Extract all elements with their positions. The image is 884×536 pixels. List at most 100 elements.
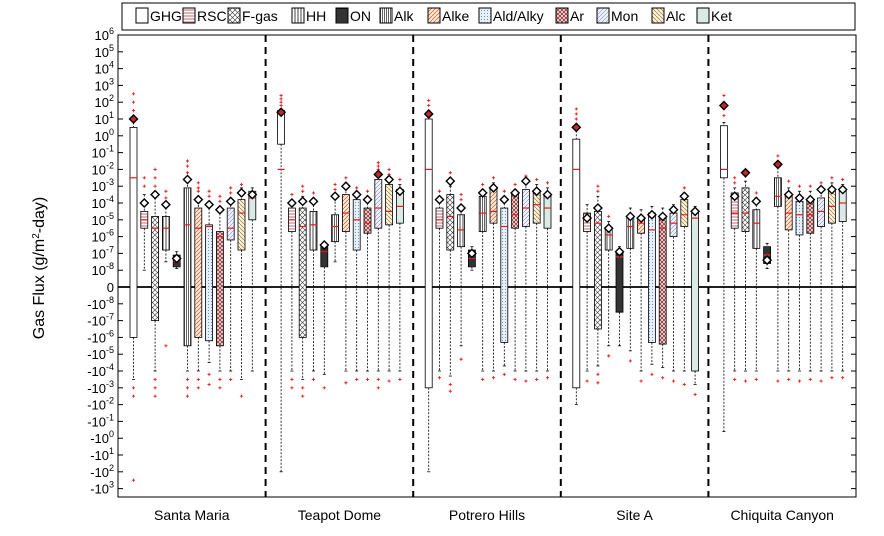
box-ar: [510, 182, 521, 381]
outlier-point: [301, 386, 305, 390]
x-category-label: Santa Maria: [154, 507, 230, 523]
box-ghg: [276, 93, 287, 473]
y-tick-label: -103: [90, 480, 114, 497]
outlier-point: [628, 359, 632, 363]
outlier-point: [808, 377, 812, 381]
box-ald-alky: [499, 189, 510, 376]
mean-marker: [816, 184, 827, 195]
box-ket: [247, 187, 258, 372]
outlier-point: [153, 386, 157, 390]
outlier-point: [196, 386, 200, 390]
box-body: [572, 138, 581, 389]
outlier-point: [164, 189, 168, 193]
y-tick-label: -10-4: [87, 362, 114, 379]
legend-entry: Ar: [555, 7, 584, 24]
legend-swatch: [696, 7, 710, 24]
outlier-point: [437, 376, 442, 380]
box-alke: [193, 181, 204, 390]
outlier-point: [279, 103, 283, 108]
box-alk: [330, 182, 341, 263]
mean-marker: [794, 192, 805, 203]
legend-entry: Mon: [596, 7, 638, 24]
outlier-point: [131, 386, 136, 390]
legend-label: ON: [350, 8, 371, 24]
box-rsc: [139, 176, 150, 271]
outlier-point: [596, 381, 600, 385]
outlier-point: [808, 184, 812, 188]
y-tick-label: 101: [95, 110, 114, 127]
x-category-label: Site A: [616, 507, 653, 523]
mean-marker: [582, 213, 593, 224]
outlier-point: [301, 394, 305, 398]
box-on: [466, 246, 477, 271]
box-alke: [636, 209, 647, 383]
outlier-point: [502, 189, 506, 193]
box-ar: [805, 184, 816, 381]
outlier-point: [365, 189, 370, 193]
mean-marker: [182, 174, 193, 185]
outlier-point: [185, 171, 190, 175]
mean-marker: [297, 196, 308, 207]
box-ald-alky: [794, 184, 805, 383]
outlier-point: [164, 196, 168, 200]
outlier-point: [398, 377, 402, 381]
outlier-point: [311, 377, 316, 381]
box-body: [478, 195, 487, 232]
box-plot-series: [128, 92, 848, 482]
y-tick-label: 103: [95, 76, 114, 93]
box-rsc: [434, 189, 445, 380]
outlier-point: [376, 377, 380, 381]
box-alk: [182, 159, 193, 398]
legend-entry: Ket: [696, 7, 732, 24]
y-tick-label: 10-2: [92, 160, 114, 177]
outlier-point: [535, 377, 539, 381]
mean-marker: [466, 248, 477, 259]
outlier-point: [459, 357, 463, 361]
y-tick-label: -100: [90, 429, 114, 446]
outlier-point: [797, 184, 802, 188]
box-alc: [826, 176, 837, 380]
box-body: [363, 207, 372, 234]
box-ald-alky: [204, 189, 215, 387]
mean-marker: [373, 169, 384, 180]
box-body: [511, 192, 520, 229]
y-axis-ticks: 10610510410310210110010-110-210-310-410-…: [87, 26, 856, 497]
box-alk: [477, 182, 488, 381]
outlier-point: [502, 372, 506, 376]
outlier-point: [279, 93, 283, 98]
outlier-point: [239, 394, 244, 398]
box-body: [774, 177, 782, 207]
outlier-point: [733, 176, 737, 180]
outlier-point: [513, 377, 517, 381]
box-body: [489, 189, 498, 224]
outlier-point: [682, 186, 686, 190]
y-tick-label: 10-5: [92, 211, 114, 228]
outlier-point: [355, 186, 359, 190]
mean-marker: [384, 174, 395, 185]
box-on: [762, 242, 773, 269]
box-mon: [225, 186, 236, 381]
outlier-point: [585, 379, 589, 383]
y-tick-label: -102: [90, 463, 114, 480]
outlier-point: [153, 184, 157, 188]
box-body: [594, 210, 602, 330]
outlier-point: [682, 382, 686, 387]
x-category-label: Teapot Dome: [298, 507, 381, 523]
outlier-point: [207, 194, 211, 198]
mean-marker: [214, 204, 225, 215]
box-body: [720, 125, 728, 179]
outlier-point: [459, 193, 463, 197]
mean-marker: [751, 196, 762, 207]
box-body: [838, 190, 847, 222]
box-body: [194, 207, 203, 338]
mean-marker: [286, 198, 297, 208]
outlier-point: [196, 186, 200, 190]
outlier-point: [387, 379, 391, 383]
outlier-point: [776, 379, 780, 383]
legend-swatch: [427, 7, 441, 24]
outlier-point: [218, 386, 222, 390]
outlier-point: [427, 98, 431, 103]
box-body: [215, 231, 224, 347]
mean-marker: [351, 189, 362, 200]
legend-label: Ar: [570, 8, 584, 24]
